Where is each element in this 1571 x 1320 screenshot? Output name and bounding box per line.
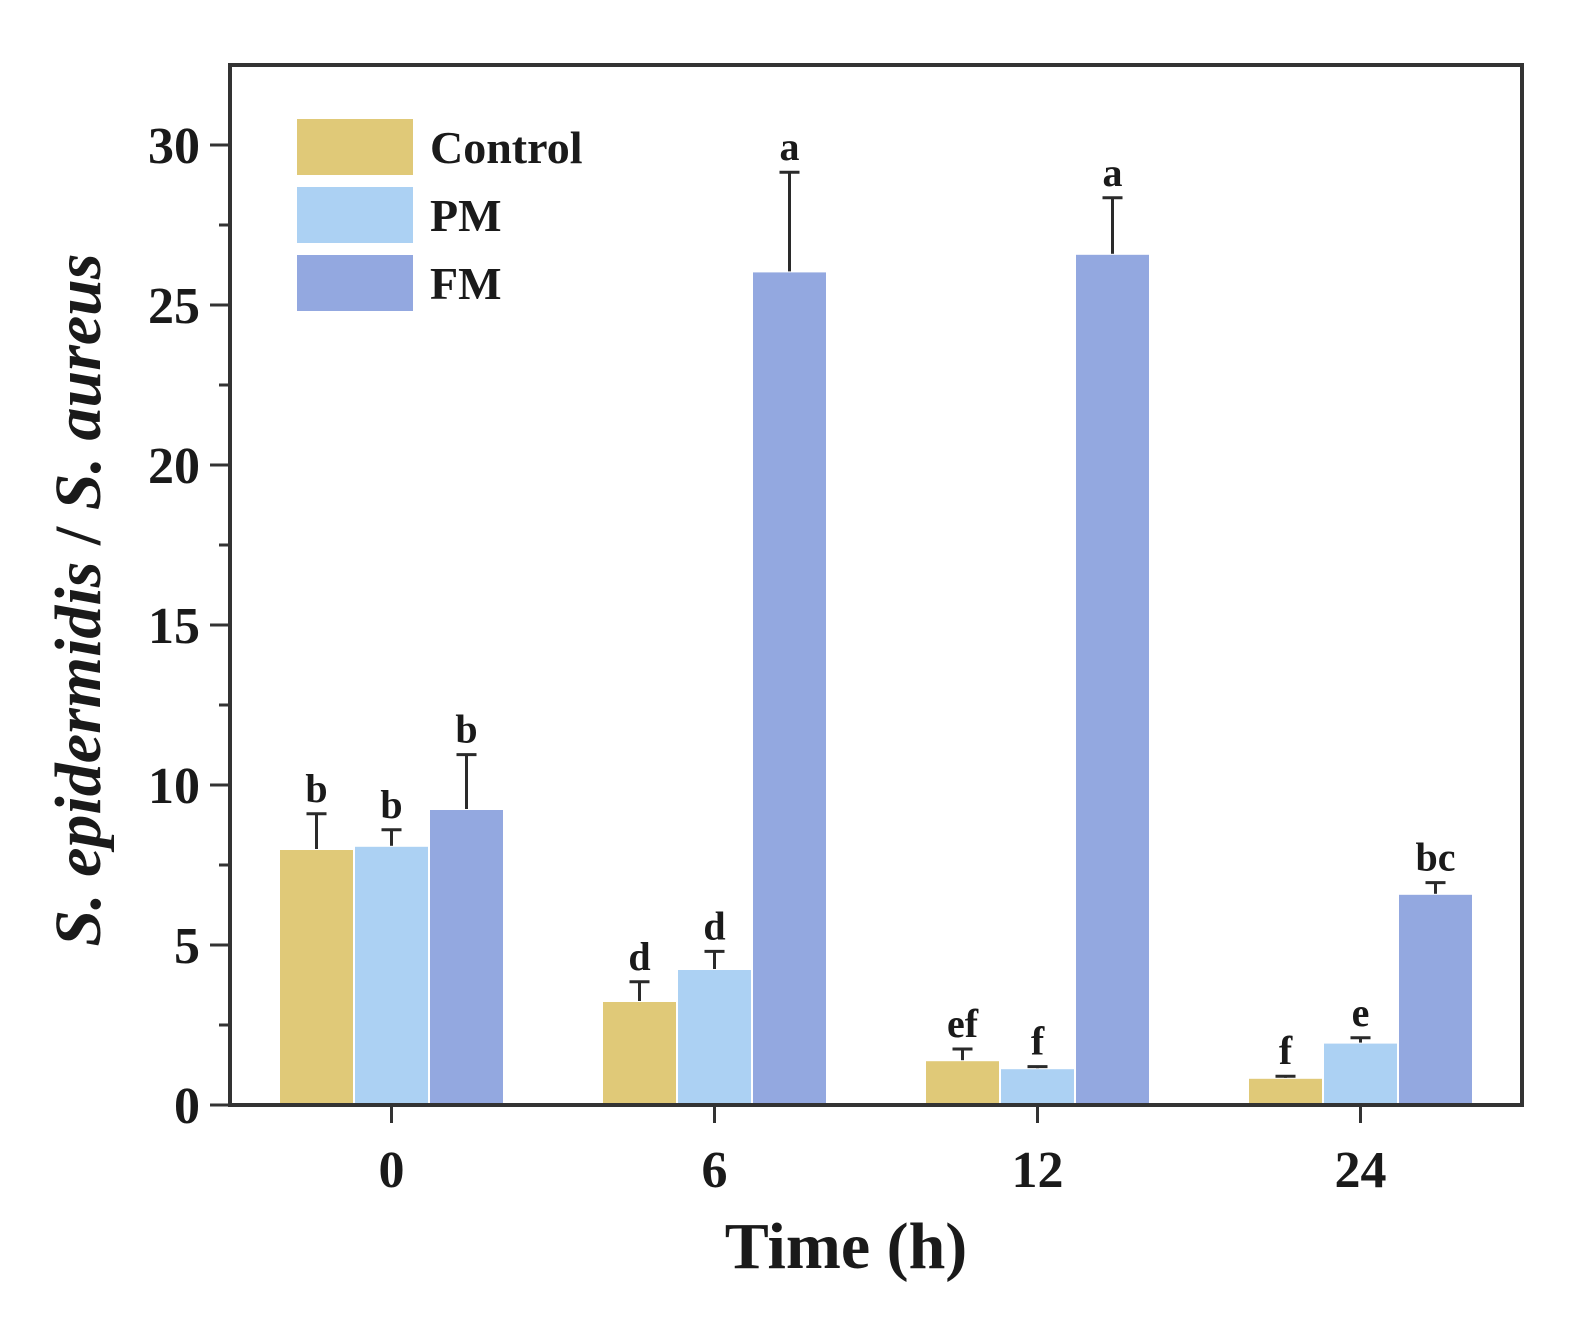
x-axis-title: Time (h) [725,1210,968,1283]
significance-label: d [628,934,650,979]
y-tick-label: 5 [174,918,200,975]
significance-labels-layer: b b b d d a ef f a f e bc [305,124,1455,1073]
legend-swatch-fm [295,253,415,313]
y-axis-title: S. epidermidis / S. aureus [42,253,115,946]
bar-control [601,1000,678,1106]
y-axis-title-separator: / [42,510,115,561]
plot-frame [228,63,1524,1107]
y-tick-label: 10 [148,758,200,815]
bar-pm [676,968,753,1106]
y-tick-label: 0 [174,1078,200,1135]
legend-swatch-pm [295,185,415,245]
significance-label: e [1352,990,1370,1035]
bar-control [278,848,355,1106]
y-tick-label: 30 [148,118,200,175]
significance-label: f [1279,1028,1293,1073]
legend-label-fm: FM [430,258,502,309]
significance-label: b [305,766,327,811]
bar-control [1247,1076,1324,1107]
y-axis-title-part2: S. aureus [42,253,115,510]
y-axis-ticks: 0 5 10 15 20 25 30 [148,118,230,1135]
bar-fm [1397,892,1474,1106]
x-tick-label: 12 [1012,1142,1064,1199]
bar-fm [1074,252,1151,1107]
legend-swatch-control [295,117,415,177]
legend: Control PM FM [295,117,583,313]
x-tick-label: 0 [379,1142,405,1199]
significance-label: ef [947,1001,979,1046]
significance-label: d [703,903,725,948]
bar-pm [999,1067,1076,1106]
bars-layer [278,252,1474,1107]
significance-label: bc [1416,835,1456,880]
y-tick-label: 15 [148,598,200,655]
legend-label-pm: PM [430,190,502,241]
legend-label-control: Control [430,122,583,173]
significance-label: b [380,782,402,827]
errorbars-layer [306,170,1446,1078]
significance-label: a [780,124,800,169]
bar-fm [428,808,505,1106]
y-tick-label: 25 [148,278,200,335]
bar-control [924,1059,1001,1106]
bar-pm [353,844,430,1106]
significance-label: a [1103,150,1123,195]
x-tick-label: 24 [1335,1142,1387,1199]
significance-label: f [1031,1019,1045,1064]
x-tick-label: 6 [702,1142,728,1199]
significance-label: b [455,707,477,752]
y-axis-title-part1: S. epidermidis [42,562,115,947]
y-tick-label: 20 [148,438,200,495]
bar-pm [1322,1041,1399,1106]
bar-fm [751,270,828,1106]
x-axis-ticks: 0 6 12 24 [379,1105,1387,1199]
